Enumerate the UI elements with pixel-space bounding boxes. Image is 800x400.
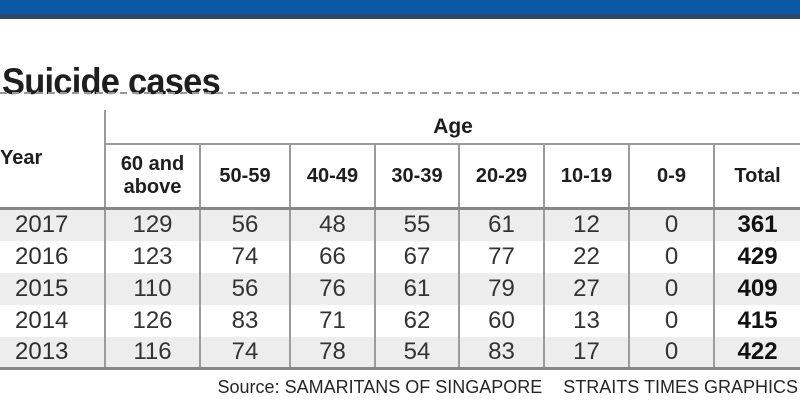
value-cell: 61	[458, 207, 544, 241]
value-cell: 77	[458, 240, 544, 273]
value-cell: 83	[199, 304, 290, 337]
value-cell: 13	[543, 304, 629, 337]
value-cell: 12	[543, 207, 629, 241]
source-credit-line: Source: SAMARITANS OF SINGAPORE STRAITS …	[218, 377, 798, 398]
value-cell: 129	[104, 207, 200, 241]
dashed-divider	[0, 92, 800, 94]
value-cell: 78	[289, 336, 375, 369]
table-row: 2014 126 83 71 62 60 13 0 415	[0, 304, 800, 337]
value-cell: 83	[458, 336, 544, 369]
value-cell: 0	[628, 272, 714, 305]
total-cell: 415	[712, 304, 800, 337]
graphics-credit-label: STRAITS TIMES GRAPHICS	[563, 377, 798, 397]
total-cell: 409	[712, 272, 800, 305]
value-cell: 27	[543, 272, 629, 305]
value-cell: 123	[104, 240, 200, 273]
value-cell: 110	[104, 272, 200, 305]
table-row: 2017 129 56 48 55 61 12 0 361	[0, 207, 800, 241]
suicide-cases-table: Year Age 60 and above 50-59 40-49 30-39 20-2…	[0, 110, 800, 370]
age-column-header: 10-19	[543, 144, 629, 209]
value-cell: 60	[458, 304, 544, 337]
year-cell: 2013	[15, 337, 69, 365]
value-cell: 126	[104, 304, 200, 337]
value-cell: 0	[628, 240, 714, 273]
total-cell: 429	[712, 240, 800, 273]
value-cell: 0	[628, 336, 714, 369]
age-column-header: 50-59	[199, 144, 290, 209]
table-row: 2016 123 74 66 67 77 22 0 429	[0, 240, 800, 273]
total-cell: 422	[712, 336, 800, 369]
value-cell: 74	[199, 240, 290, 273]
value-cell: 54	[374, 336, 459, 369]
age-column-header: 20-29	[458, 144, 544, 209]
top-accent-bar-edge	[0, 14, 800, 19]
value-cell: 76	[289, 272, 375, 305]
value-cell: 0	[628, 207, 714, 241]
value-cell: 67	[374, 240, 459, 273]
value-cell: 116	[104, 336, 200, 369]
value-cell: 55	[374, 207, 459, 241]
source-label: Source: SAMARITANS OF SINGAPORE	[217, 377, 543, 397]
table-header: Year Age 60 and above 50-59 40-49 30-39 20-2…	[0, 110, 800, 209]
value-cell: 74	[199, 336, 290, 369]
table-body: 2017 129 56 48 55 61 12 0 361 2016 123 74 66 67 77 22 0 4…	[0, 207, 800, 369]
total-cell: 361	[712, 207, 800, 241]
age-column-header: 40-49	[289, 144, 375, 209]
year-cell: 2015	[15, 274, 69, 302]
value-cell: 48	[289, 207, 375, 241]
value-cell: 61	[374, 272, 459, 305]
value-cell: 56	[199, 207, 290, 241]
value-cell: 71	[289, 304, 375, 337]
age-column-header: 0-9	[628, 144, 714, 209]
value-cell: 66	[289, 240, 375, 273]
year-cell: 2016	[15, 242, 69, 270]
value-cell: 56	[199, 272, 290, 305]
value-cell: 22	[543, 240, 629, 273]
column-header-row: 60 and above 50-59 40-49 30-39 20-29 10-19 0-9…	[0, 144, 800, 209]
value-cell: 62	[374, 304, 459, 337]
total-column-header: Total	[712, 144, 800, 209]
value-cell: 79	[458, 272, 544, 305]
age-column-header: 30-39	[374, 144, 459, 209]
age-group-header: Age	[103, 110, 800, 145]
year-cell: 2017	[0, 207, 105, 241]
page-title: Suicide cases	[2, 60, 221, 102]
table-row: 2013 116 74 78 54 83 17 0 422	[0, 336, 800, 369]
table-row: 2015 110 56 76 61 79 27 0 409	[0, 272, 800, 305]
age-column-header: 60 and above	[104, 144, 200, 209]
group-header-row: Year Age	[0, 110, 800, 169]
value-cell: 17	[543, 336, 629, 369]
value-cell: 0	[628, 304, 714, 337]
year-cell: 2014	[15, 306, 69, 334]
year-column-header: Year	[0, 147, 43, 169]
top-accent-bar	[0, 0, 800, 14]
